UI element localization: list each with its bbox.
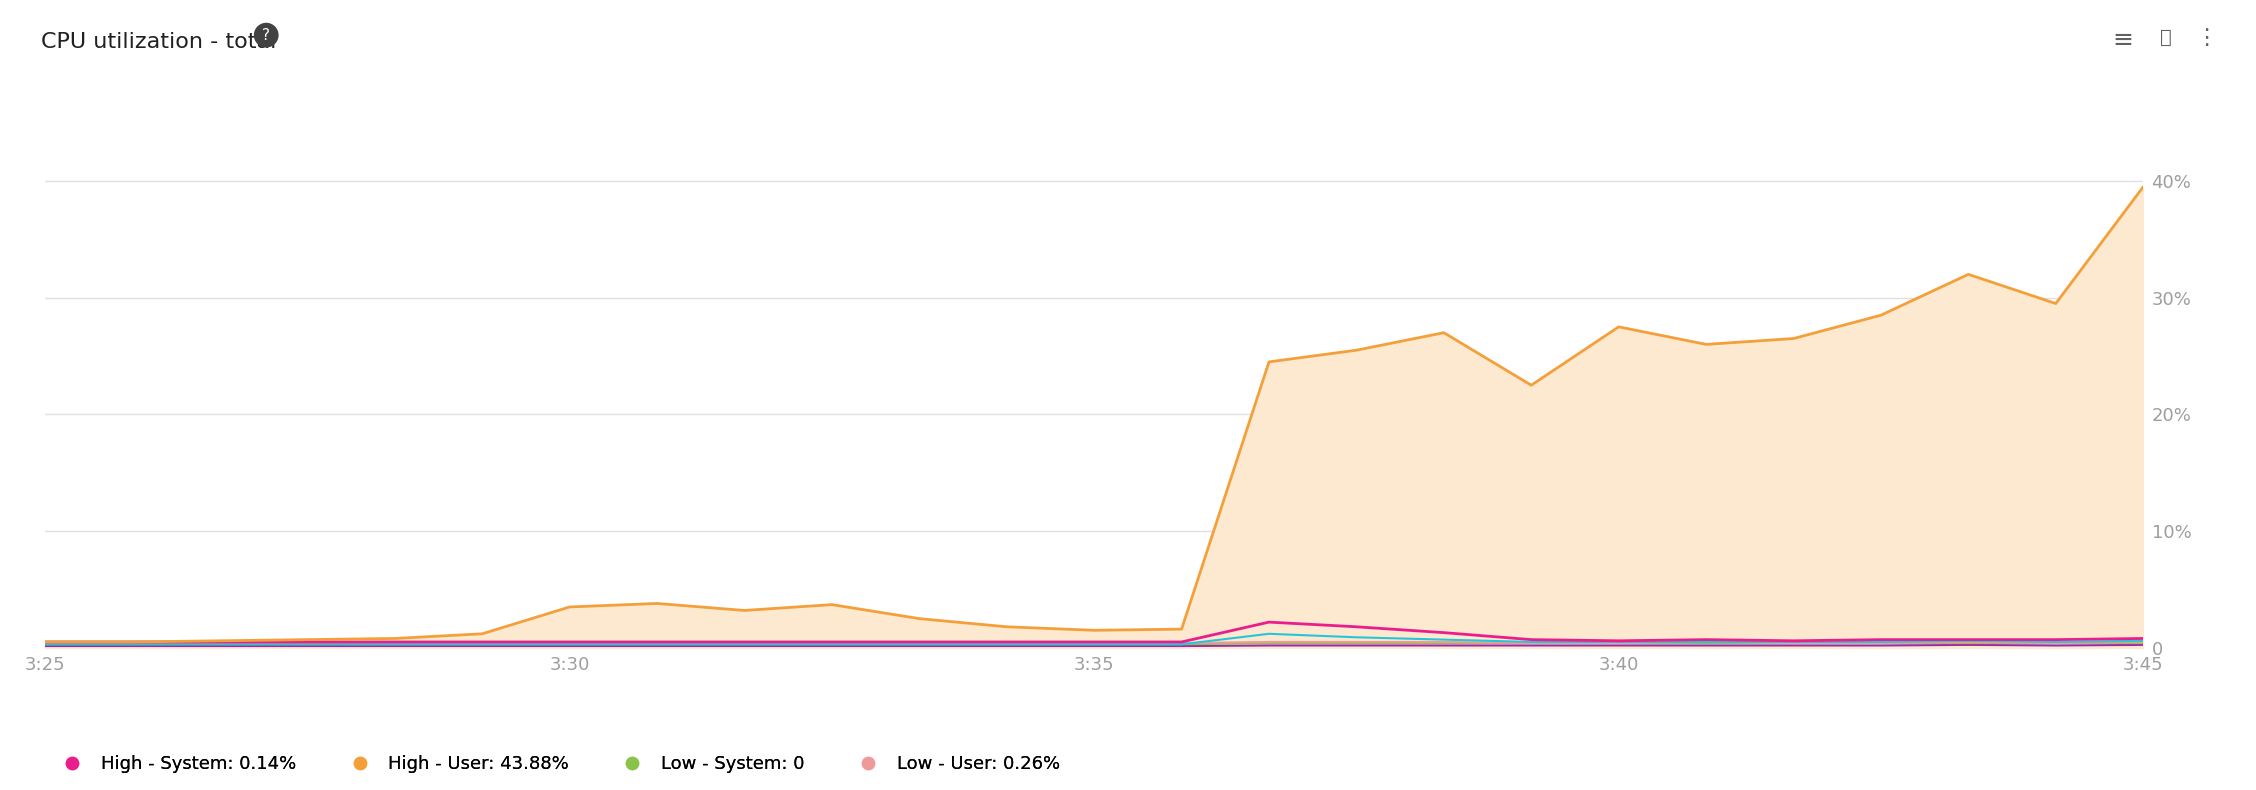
Text: ?: ?	[262, 28, 271, 43]
Text: ⛶: ⛶	[2159, 28, 2173, 47]
Legend: High - System: 0.14%, High - User: 43.88%, Low - System: 0, Low - User: 0.26%: High - System: 0.14%, High - User: 43.88…	[54, 755, 1060, 773]
Text: ⋮: ⋮	[2195, 28, 2218, 47]
Text: ≡: ≡	[2112, 28, 2134, 51]
Text: CPU utilization - total: CPU utilization - total	[41, 32, 275, 51]
